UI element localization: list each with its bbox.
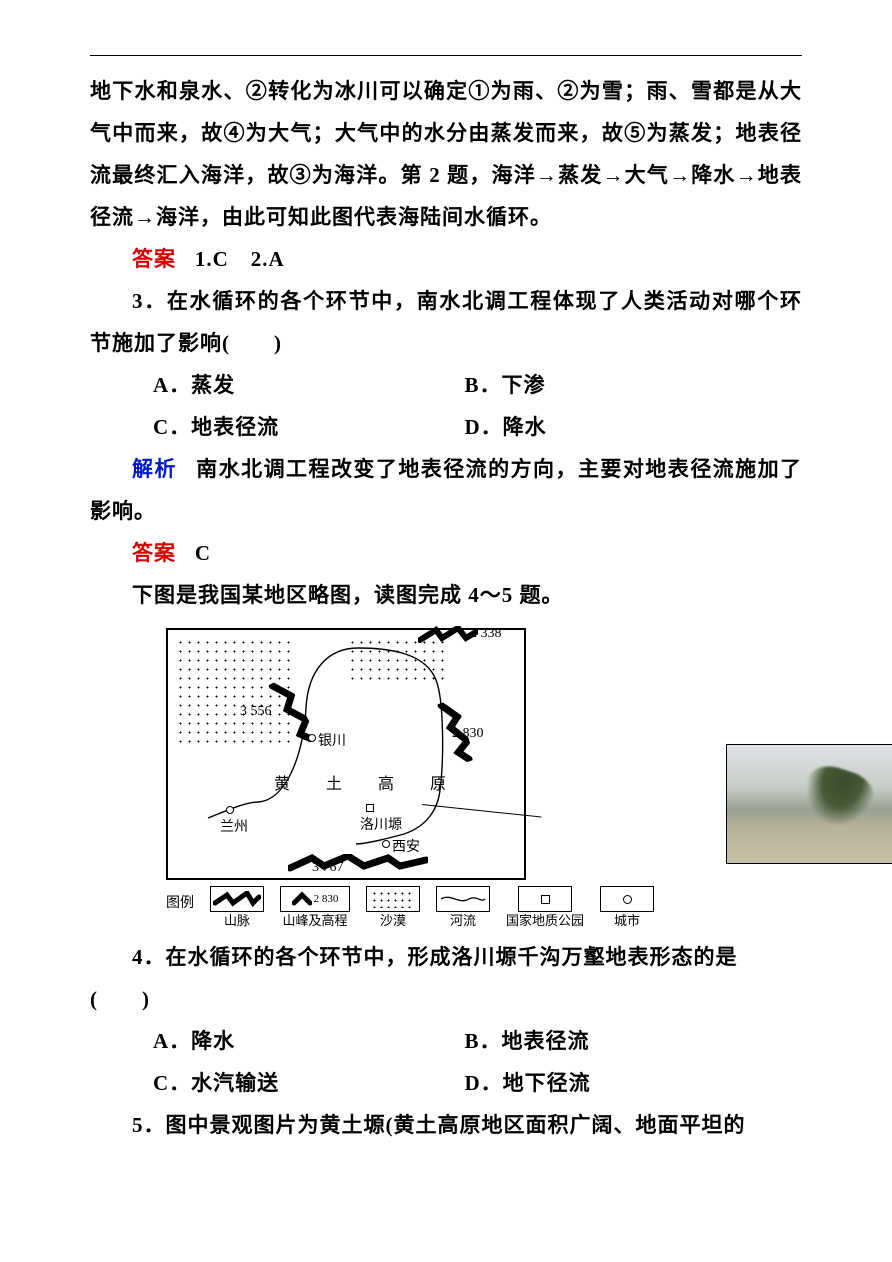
- answer-label: 答案: [132, 541, 176, 565]
- legend-shanmai: 山脉: [210, 886, 264, 928]
- answer-1-2: 答案 1.C 2.A: [90, 238, 802, 280]
- q3-options-row2: C．地表径流 D．降水: [153, 406, 802, 448]
- legend-shanmai-text: 山脉: [224, 914, 250, 928]
- lead-line: [422, 804, 541, 818]
- city-yinchuan: 银川: [318, 730, 346, 750]
- paragraph-continuation: 地下水和泉水、②转化为冰川可以确定①为雨、②为雪；雨、雪都是从大气中而来，故④为…: [90, 70, 802, 238]
- city-xian: 西安: [392, 836, 420, 856]
- legend-shanfeng-text: 山峰及高程: [282, 914, 347, 928]
- q3-options-row1: A．蒸发 B．下渗: [153, 364, 802, 406]
- top-rule: [90, 55, 802, 56]
- elev-s: 3 767: [312, 860, 344, 876]
- q4-opt-c: C．水汽输送: [153, 1062, 465, 1104]
- q3-opt-a: A．蒸发: [153, 364, 465, 406]
- q4-options-row2: C．水汽输送 D．地下径流: [153, 1062, 802, 1104]
- q3-stem: 3．在水循环的各个环节中，南水北调工程体现了人类活动对哪个环节施加了影响( ): [90, 280, 802, 364]
- q4-options-row1: A．降水 B．地表径流: [153, 1020, 802, 1062]
- city-luochuan: 洛川塬: [360, 814, 402, 834]
- elev-w: 3 556: [240, 704, 272, 720]
- q4-stem-a: 4．在水循环的各个环节中，形成洛川塬千沟万壑地表形态的是: [90, 936, 802, 978]
- answer-1-2-value: 1.C 2.A: [195, 247, 285, 271]
- map-frame: 2 338 3 556 2 830 3 767 黄 土 高 原 银川 兰州 洛川…: [166, 628, 526, 880]
- landscape-photo: [726, 744, 892, 864]
- elev-n: 2 338: [470, 626, 502, 642]
- q5-stem-partial: 5．图中景观图片为黄土塬(黄土高原地区面积广阔、地面平坦的: [90, 1104, 802, 1146]
- legend-heliu-text: 河流: [450, 914, 476, 928]
- legend-shanfeng-sample: 2 830: [314, 893, 339, 905]
- legend-chengshi: 城市: [600, 886, 654, 928]
- legend: 图例 山脉 2 830 山峰及高程 沙漠 河流 国家地质公园 城市: [166, 886, 726, 928]
- q3-opt-c: C．地表径流: [153, 406, 465, 448]
- photo-vegetation: [795, 759, 880, 835]
- answer-label: 答案: [132, 247, 176, 271]
- explain-label: 解析: [132, 457, 177, 481]
- city-lanzhou: 兰州: [220, 816, 248, 836]
- legend-shanfeng: 2 830 山峰及高程: [280, 886, 350, 928]
- desert-ne: [348, 638, 446, 686]
- legend-park-text: 国家地质公园: [506, 914, 584, 928]
- mountain-n: [418, 626, 478, 644]
- city-xian-dot: [382, 840, 390, 848]
- q4-opt-b: B．地表径流: [465, 1020, 802, 1062]
- region-huangtu: 黄 土 高 原: [274, 770, 456, 794]
- q3-explain: 解析 南水北调工程改变了地表径流的方向，主要对地表径流施加了影响。: [90, 448, 802, 532]
- map-figure: 2 338 3 556 2 830 3 767 黄 土 高 原 银川 兰州 洛川…: [166, 628, 726, 928]
- q3-opt-b: B．下渗: [465, 364, 802, 406]
- legend-heliu: 河流: [436, 886, 490, 928]
- q3-answer: 答案 C: [90, 532, 802, 574]
- legend-title: 图例: [166, 886, 194, 912]
- q4-opt-a: A．降水: [153, 1020, 465, 1062]
- q4-stem-b: ( ): [90, 978, 802, 1020]
- legend-shamo: 沙漠: [366, 886, 420, 928]
- elev-e: 2 830: [452, 726, 484, 742]
- legend-shamo-text: 沙漠: [380, 914, 406, 928]
- q3-answer-value: C: [195, 541, 211, 565]
- legend-chengshi-text: 城市: [614, 914, 640, 928]
- park-luochuan-dot: [366, 804, 374, 812]
- legend-park: 国家地质公园: [506, 886, 584, 928]
- q3-opt-d: D．降水: [465, 406, 802, 448]
- figure-intro: 下图是我国某地区略图，读图完成 4～5 题。: [90, 574, 802, 616]
- city-yinchuan-dot: [308, 734, 316, 742]
- city-lanzhou-dot: [226, 806, 234, 814]
- mountain-s: [288, 854, 428, 872]
- q4-opt-d: D．地下径流: [465, 1062, 802, 1104]
- q3-explain-text: 南水北调工程改变了地表径流的方向，主要对地表径流施加了影响。: [90, 457, 802, 523]
